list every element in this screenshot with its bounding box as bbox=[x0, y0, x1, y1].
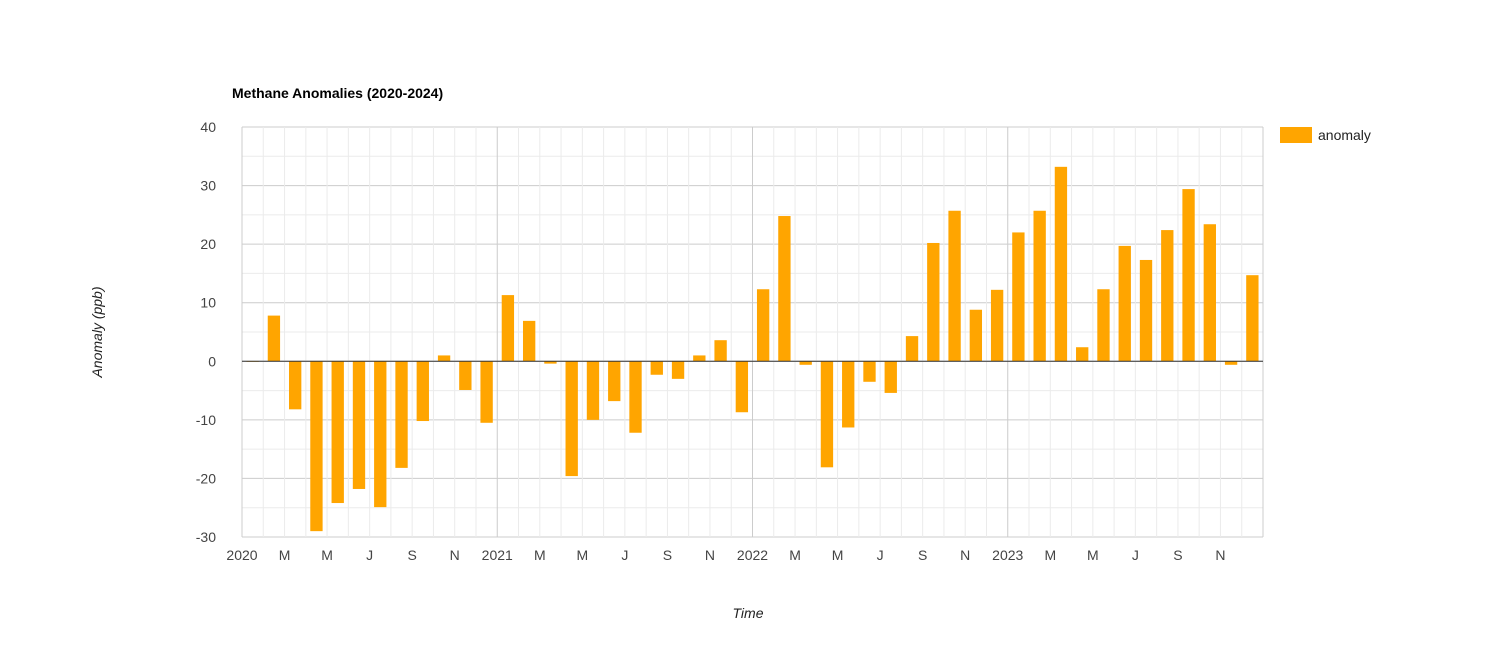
x-tick-label: N bbox=[450, 547, 460, 563]
bar-anomaly-34 bbox=[969, 309, 983, 362]
x-tick-label: S bbox=[1173, 547, 1182, 563]
x-tick-label: S bbox=[918, 547, 927, 563]
bar-anomaly-42 bbox=[1139, 259, 1153, 362]
bar-anomaly-15 bbox=[565, 361, 578, 477]
y-tick-label: 20 bbox=[200, 236, 216, 252]
bar-anomaly-24 bbox=[756, 289, 770, 362]
bar-anomaly-35 bbox=[990, 289, 1004, 362]
bar-anomaly-28 bbox=[842, 361, 855, 428]
bar-anomaly-5 bbox=[352, 361, 366, 489]
bar-anomaly-1 bbox=[267, 315, 281, 362]
bar-anomaly-29 bbox=[863, 361, 876, 382]
bar-anomaly-41 bbox=[1118, 245, 1131, 362]
bar-anomaly-19 bbox=[650, 361, 663, 375]
bar-anomaly-30 bbox=[884, 361, 897, 393]
bar-anomaly-3 bbox=[310, 361, 323, 532]
bar-anomaly-46 bbox=[1224, 361, 1238, 365]
x-tick-label: J bbox=[621, 547, 628, 563]
x-axis-ticks: 2020 M M J S N 2021 M M J S N 2022 M M J S N 2023 M M J S N bbox=[226, 547, 1225, 563]
bar-anomaly-27 bbox=[820, 361, 834, 468]
x-tick-label: 2023 bbox=[992, 547, 1023, 563]
bar-anomaly-47 bbox=[1246, 275, 1259, 362]
bar-anomaly-32 bbox=[927, 242, 940, 362]
bar-anomaly-9 bbox=[437, 355, 451, 362]
x-tick-label: M bbox=[321, 547, 333, 563]
x-tick-label: J bbox=[877, 547, 884, 563]
x-tick-label: M bbox=[279, 547, 291, 563]
x-tick-label: 2021 bbox=[482, 547, 513, 563]
bar-anomaly-4 bbox=[331, 361, 344, 504]
bar-anomaly-44 bbox=[1182, 189, 1195, 362]
legend: anomaly bbox=[1280, 127, 1371, 143]
y-tick-label: 10 bbox=[200, 295, 216, 311]
bar-anomaly-8 bbox=[416, 361, 429, 422]
y-tick-label: -20 bbox=[196, 470, 216, 486]
bar-anomaly-36 bbox=[1012, 232, 1025, 362]
x-tick-label: M bbox=[1087, 547, 1099, 563]
bar-anomaly-7 bbox=[395, 361, 408, 468]
bar-anomaly-31 bbox=[905, 336, 919, 362]
x-tick-label: N bbox=[960, 547, 970, 563]
bar-anomaly-16 bbox=[586, 361, 600, 420]
bar-anomaly-23 bbox=[735, 361, 749, 413]
x-tick-label: M bbox=[534, 547, 546, 563]
y-tick-label: 0 bbox=[208, 353, 216, 369]
bar-anomaly-37 bbox=[1033, 210, 1046, 362]
y-tick-label: -30 bbox=[196, 529, 216, 545]
bar-anomaly-33 bbox=[948, 210, 961, 362]
y-tick-label: 30 bbox=[200, 178, 216, 194]
x-tick-label: N bbox=[1215, 547, 1225, 563]
bar-anomaly-18 bbox=[629, 361, 642, 433]
x-tick-label: 2022 bbox=[737, 547, 768, 563]
bar-anomaly-21 bbox=[693, 355, 706, 362]
x-tick-label: M bbox=[1044, 547, 1056, 563]
bar-anomaly-40 bbox=[1097, 289, 1110, 362]
bar-anomaly-43 bbox=[1161, 230, 1174, 362]
x-tick-label: S bbox=[407, 547, 416, 563]
x-tick-label: J bbox=[366, 547, 373, 563]
bar-anomaly-11 bbox=[480, 361, 493, 423]
bar-anomaly-10 bbox=[459, 361, 472, 390]
x-axis-title: Time bbox=[733, 605, 764, 621]
bar-anomaly-22 bbox=[714, 340, 727, 362]
bar-anomaly-45 bbox=[1203, 224, 1216, 362]
bar-anomaly-14 bbox=[544, 361, 557, 364]
x-tick-label: J bbox=[1132, 547, 1139, 563]
y-axis-ticks: 40 30 20 10 0 -10 -20 -30 bbox=[196, 119, 216, 545]
y-tick-label: -10 bbox=[196, 412, 216, 428]
y-axis-title: Anomaly (ppb) bbox=[89, 286, 105, 378]
grid bbox=[241, 126, 1264, 538]
x-tick-label: M bbox=[832, 547, 844, 563]
bar-anomaly-2 bbox=[289, 361, 302, 410]
x-tick-label: S bbox=[663, 547, 672, 563]
legend-swatch-anomaly bbox=[1280, 127, 1312, 143]
bar-anomaly-6 bbox=[374, 361, 387, 508]
bar-anomaly-38 bbox=[1054, 166, 1068, 362]
bar-anomaly-12 bbox=[501, 295, 515, 362]
bars bbox=[246, 166, 1259, 532]
bar-anomaly-13 bbox=[522, 320, 536, 362]
bar-anomaly-20 bbox=[671, 361, 685, 379]
x-tick-label: M bbox=[789, 547, 801, 563]
bar-anomaly-39 bbox=[1076, 347, 1089, 362]
legend-label-anomaly: anomaly bbox=[1318, 127, 1371, 143]
x-tick-label: M bbox=[576, 547, 588, 563]
chart-title: Methane Anomalies (2020-2024) bbox=[232, 85, 443, 101]
x-tick-label: 2020 bbox=[226, 547, 257, 563]
bar-anomaly-25 bbox=[778, 216, 791, 362]
y-tick-label: 40 bbox=[200, 119, 216, 135]
bar-anomaly-26 bbox=[799, 361, 812, 365]
bar-anomaly-17 bbox=[608, 361, 621, 402]
x-tick-label: N bbox=[705, 547, 715, 563]
